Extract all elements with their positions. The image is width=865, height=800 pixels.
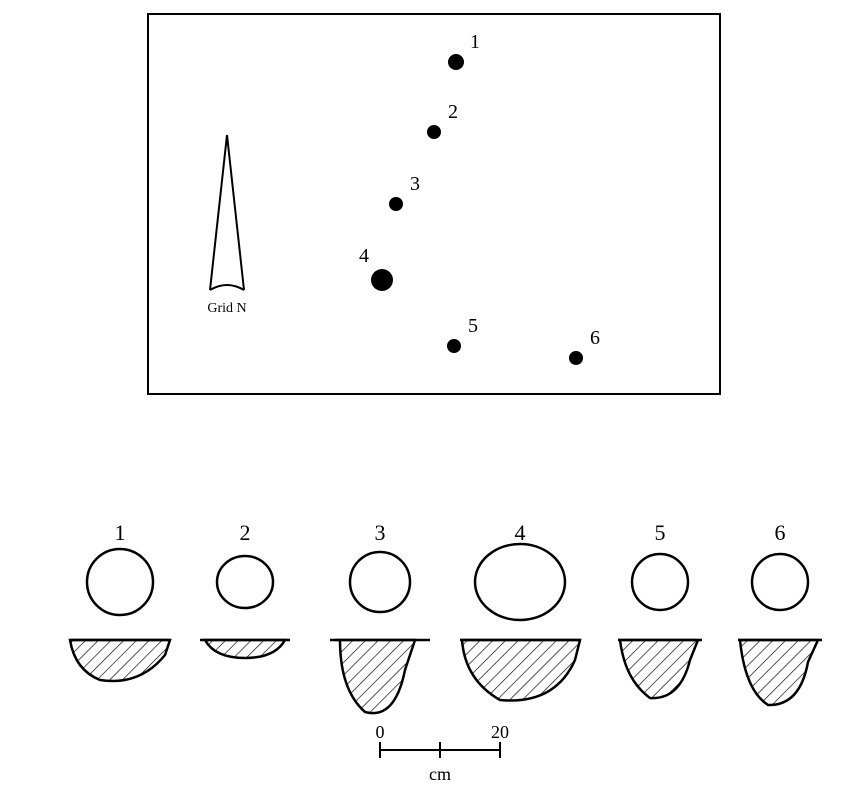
profile-label-6: 6 [775,520,786,545]
plan-point-label-4: 4 [359,245,369,267]
north-arrow [210,135,244,290]
profile-label-5: 5 [655,520,666,545]
scale-unit: cm [429,764,451,784]
profile-label-3: 3 [375,520,386,545]
plan-point-6 [569,351,583,365]
plan-point-3 [389,197,403,211]
plan-point-label-3: 3 [410,173,420,195]
profile-label-2: 2 [240,520,251,545]
profile-plan-6 [752,554,808,610]
profile-section-2 [205,640,285,658]
plan-point-5 [447,339,461,353]
profile-plan-2 [217,556,273,608]
plan-point-label-6: 6 [590,327,600,349]
profile-label-1: 1 [115,520,126,545]
plan-point-1 [448,54,464,70]
profile-section-3 [335,640,415,713]
profile-plan-1 [87,549,153,615]
profile-section-4 [462,640,580,701]
north-arrow-base [210,285,244,290]
profile-section-1 [70,640,170,681]
north-label: Grid N [207,301,246,316]
profile-plan-3 [350,552,410,612]
plan-point-4 [371,269,393,291]
plan-point-label-5: 5 [468,315,478,337]
plan-point-2 [427,125,441,139]
profile-section-6 [740,640,818,705]
scale-label-right: 20 [491,722,509,742]
profile-plan-5 [632,554,688,610]
plan-point-label-1: 1 [470,31,480,53]
plan-point-label-2: 2 [448,101,458,123]
profile-plan-4 [475,544,565,620]
scale-label-left: 0 [376,722,385,742]
profile-section-5 [620,640,698,698]
figure-canvas: Grid N 1 2 3 4 5 6 1 2 3 4 5 6 0 20 cm [0,0,865,800]
profile-label-4: 4 [515,520,526,545]
